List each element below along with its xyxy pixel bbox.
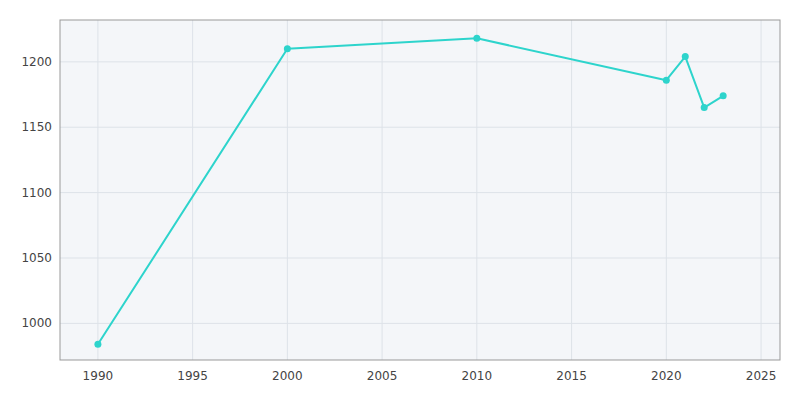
x-tick-label: 2025	[746, 369, 777, 383]
chart-container: 1990 1995 2000 2005 2010 2015 2020 2025 1000 1050…	[0, 0, 800, 400]
marker	[663, 77, 670, 84]
marker	[682, 53, 689, 60]
x-grid-line	[571, 20, 572, 360]
marker	[94, 341, 101, 348]
x-tick-label: 2000	[272, 369, 303, 383]
plot-frame	[60, 20, 780, 360]
y-tick-label: 1200	[21, 55, 52, 69]
grid	[60, 20, 780, 360]
tick-labels: 1990 1995 2000 2005 2010 2015 2020 2025 1000 1050…	[21, 55, 776, 383]
y-grid-line	[60, 258, 780, 259]
marker	[284, 45, 291, 52]
y-tick-label: 1100	[21, 186, 52, 200]
x-tick-label: 2005	[367, 369, 398, 383]
x-grid-line	[666, 20, 667, 360]
x-tick-label: 2010	[462, 369, 493, 383]
chart: 1990 1995 2000 2005 2010 2015 2020 2025 1000 1050…	[0, 0, 800, 400]
y-tick-label: 1050	[21, 251, 52, 265]
plot-background	[60, 20, 780, 360]
marker	[720, 92, 727, 99]
x-grid-line	[97, 20, 98, 360]
y-tick-label: 1000	[21, 316, 52, 330]
x-grid-line	[382, 20, 383, 360]
x-grid-line	[476, 20, 477, 360]
x-grid-line	[761, 20, 762, 360]
x-grid-line	[192, 20, 193, 360]
x-tick-label: 2015	[556, 369, 587, 383]
x-tick-label: 1995	[177, 369, 208, 383]
y-grid-line	[60, 323, 780, 324]
marker	[701, 104, 708, 111]
series	[94, 35, 726, 348]
line	[98, 38, 723, 344]
marker	[473, 35, 480, 42]
y-grid-line	[60, 61, 780, 62]
y-grid-line	[60, 127, 780, 128]
x-tick-label: 1990	[83, 369, 114, 383]
x-tick-label: 2020	[651, 369, 682, 383]
y-grid-line	[60, 192, 780, 193]
x-grid-line	[287, 20, 288, 360]
y-tick-label: 1150	[21, 120, 52, 134]
